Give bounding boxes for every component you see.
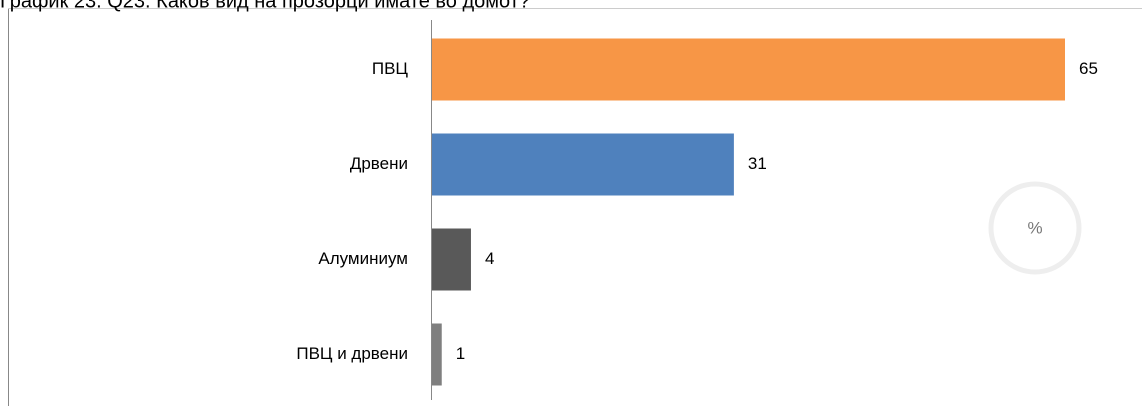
category-label: ПВЦ и дрвени [296,344,408,363]
data-label: 4 [485,249,494,268]
category-label: Дрвени [350,154,408,173]
data-label: 31 [748,154,767,173]
bar [432,228,471,291]
unit-badge-ring [988,181,1082,275]
bar [432,133,734,196]
bar [432,323,442,386]
data-label: 1 [456,344,465,363]
data-label: 65 [1079,59,1098,78]
category-label: Алуминиум [318,249,408,268]
category-label: ПВЦ [372,59,409,78]
bar [432,38,1065,101]
unit-badge: % [1027,218,1042,237]
chart-title: График 23. Q23. Каков вид на прозорци им… [0,0,530,12]
